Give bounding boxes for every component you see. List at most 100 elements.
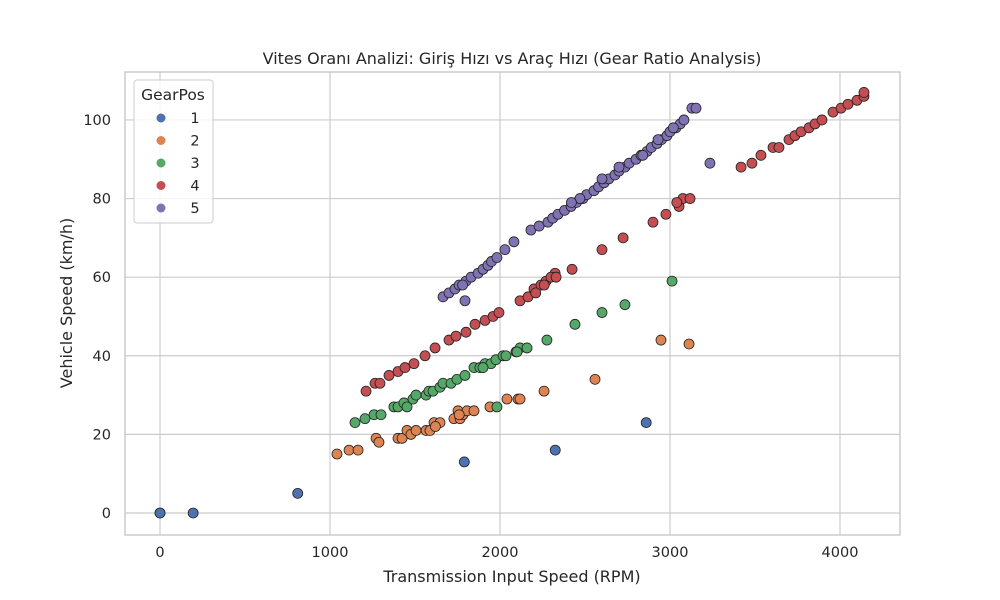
- data-point: [408, 358, 420, 370]
- legend-label: 5: [190, 201, 199, 217]
- series-gear-5: [437, 102, 716, 307]
- series-gear-3: [349, 275, 678, 428]
- legend-marker: [156, 113, 166, 123]
- data-point: [460, 326, 472, 338]
- data-point: [508, 236, 520, 248]
- data-points: [154, 87, 870, 519]
- series-gear-1: [154, 417, 652, 519]
- data-point: [458, 456, 470, 468]
- data-point: [569, 318, 581, 330]
- data-point: [430, 421, 441, 432]
- data-point: [842, 98, 854, 110]
- legend-item: 2: [156, 134, 200, 150]
- y-tick-label: 0: [102, 506, 111, 522]
- x-tick-labels: 0 1000 2000 3000 4000: [155, 545, 858, 561]
- legend: GearPos 1 2 3 4 5: [133, 79, 214, 224]
- data-point: [450, 330, 462, 342]
- data-point: [660, 208, 672, 220]
- data-point: [617, 232, 629, 244]
- data-point: [704, 157, 716, 169]
- data-point: [678, 114, 690, 126]
- y-tick-label: 60: [93, 270, 111, 286]
- data-point: [399, 362, 411, 373]
- axes-border: [124, 71, 901, 536]
- data-point: [493, 307, 505, 318]
- x-tick-label: 2000: [482, 545, 519, 561]
- data-point: [816, 114, 828, 126]
- data-point: [755, 149, 767, 161]
- data-point: [352, 444, 364, 456]
- data-point: [349, 417, 361, 428]
- x-tick-label: 4000: [822, 545, 859, 561]
- data-point: [596, 244, 608, 256]
- data-point: [469, 318, 481, 330]
- data-point: [521, 342, 533, 354]
- y-tick-label: 40: [93, 349, 111, 365]
- data-point: [746, 157, 758, 169]
- y-tick-label: 100: [83, 113, 111, 129]
- grid: [125, 72, 900, 535]
- data-point: [550, 271, 562, 283]
- data-point: [459, 295, 471, 307]
- data-point: [457, 279, 469, 291]
- y-axis-label: Vehicle Speed (km/h): [57, 218, 76, 388]
- data-point: [500, 350, 512, 362]
- legend-item: 5: [156, 201, 200, 217]
- data-point: [375, 409, 387, 421]
- data-point: [292, 487, 304, 499]
- data-point: [383, 370, 395, 381]
- legend-item: 3: [156, 156, 200, 172]
- data-point: [613, 161, 625, 173]
- plot-area: [125, 72, 900, 535]
- legend-item: 1: [156, 111, 200, 127]
- data-point: [596, 307, 608, 318]
- data-point: [566, 197, 577, 208]
- data-point: [373, 436, 385, 448]
- x-tick-label: 1000: [312, 545, 349, 561]
- data-point: [655, 334, 667, 346]
- data-point: [533, 220, 545, 232]
- data-point: [491, 252, 503, 263]
- data-point: [566, 263, 578, 275]
- data-point: [499, 244, 511, 256]
- legend-label: 4: [190, 179, 199, 195]
- data-point: [477, 362, 489, 373]
- data-point: [666, 275, 678, 287]
- legend-label: 1: [190, 111, 199, 127]
- data-point: [596, 173, 608, 185]
- data-point: [401, 401, 413, 413]
- data-point: [359, 413, 371, 425]
- data-point: [619, 299, 631, 311]
- legend-item: 4: [156, 179, 200, 195]
- data-point: [773, 142, 785, 153]
- data-point: [468, 405, 480, 417]
- data-point: [154, 507, 166, 519]
- data-point: [410, 389, 422, 401]
- series-gear-4: [360, 87, 870, 397]
- data-point: [589, 373, 601, 385]
- data-point: [343, 444, 355, 456]
- data-point: [491, 401, 503, 413]
- x-tick-label: 0: [155, 545, 164, 561]
- data-point: [690, 102, 702, 114]
- x-tick-label: 3000: [652, 545, 689, 561]
- data-point: [530, 287, 542, 299]
- y-tick-label: 80: [93, 192, 111, 208]
- data-point: [549, 444, 561, 456]
- y-tick-labels: 0 20 40 60 80 100: [83, 113, 111, 522]
- data-point: [410, 425, 422, 436]
- data-point: [538, 279, 550, 291]
- data-point: [331, 448, 343, 460]
- data-point: [640, 417, 652, 428]
- data-point: [538, 385, 550, 397]
- data-point: [501, 393, 513, 405]
- series-gear-2: [331, 334, 695, 460]
- x-axis-label: Transmission Input Speed (RPM): [382, 567, 640, 586]
- data-point: [667, 122, 679, 134]
- data-point: [459, 370, 471, 381]
- data-point: [671, 197, 683, 208]
- legend-label: 3: [190, 156, 199, 172]
- legend-marker: [156, 181, 166, 190]
- legend-marker: [156, 203, 166, 213]
